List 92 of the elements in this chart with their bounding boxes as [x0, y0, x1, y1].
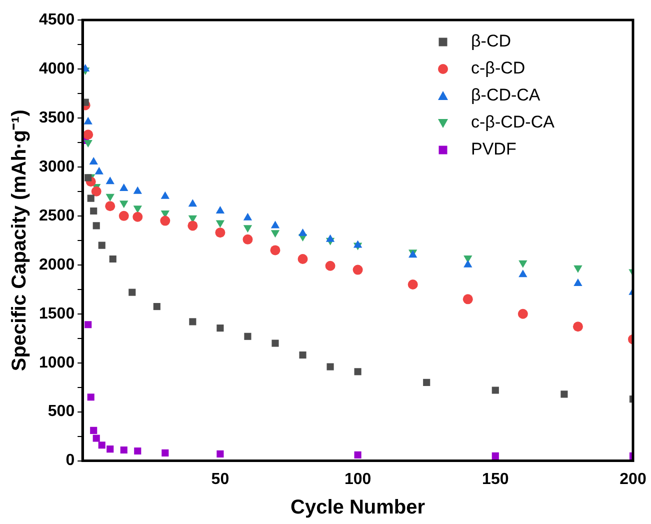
point — [92, 222, 100, 230]
y-tick-label: 1000 — [39, 354, 75, 372]
point — [354, 451, 362, 458]
point — [188, 199, 198, 207]
point — [134, 447, 142, 455]
point — [464, 260, 472, 268]
y-tick-label: 3500 — [39, 109, 75, 126]
point — [270, 220, 280, 228]
point — [83, 130, 94, 140]
y-tick-label: 3000 — [39, 158, 75, 176]
point — [84, 116, 92, 124]
point — [560, 390, 568, 398]
point — [270, 245, 280, 256]
point — [326, 363, 334, 370]
x-tick-label: 200 — [620, 470, 646, 488]
point — [492, 452, 499, 460]
y-axis-title: Specific Capacity (mAh·g⁻¹) — [8, 110, 31, 372]
legend-label: β-CD-CA — [471, 86, 541, 105]
point — [492, 386, 499, 394]
y-tick-label: 2500 — [39, 207, 75, 224]
point — [572, 322, 583, 332]
point — [518, 270, 528, 278]
point — [98, 442, 106, 449]
y-tick-label: 500 — [48, 403, 75, 420]
point — [98, 242, 106, 249]
point — [216, 450, 224, 458]
point — [84, 140, 92, 148]
legend-label: c-β-CD — [471, 58, 526, 78]
point — [92, 434, 100, 442]
point — [353, 240, 362, 248]
point — [242, 234, 253, 244]
y-tick-label: 4000 — [39, 60, 75, 78]
point — [128, 288, 136, 296]
point — [94, 166, 104, 174]
point — [162, 449, 169, 456]
point — [326, 234, 335, 242]
x-tick-label: 100 — [344, 470, 372, 488]
legend-label: β-CD — [471, 32, 511, 51]
point — [89, 157, 98, 165]
point — [106, 176, 114, 184]
point — [408, 279, 418, 290]
point — [106, 446, 114, 453]
y-tick-label: 0 — [66, 452, 75, 470]
point — [109, 255, 116, 263]
point — [120, 446, 128, 454]
point — [84, 321, 92, 328]
point — [87, 394, 94, 401]
legend-label: PVDF — [471, 140, 516, 159]
point — [106, 194, 114, 202]
point — [325, 260, 336, 271]
point — [91, 186, 102, 196]
point — [354, 368, 362, 376]
point — [272, 340, 279, 347]
point — [160, 216, 170, 226]
y-tick-label: 1500 — [39, 305, 75, 322]
point — [90, 426, 98, 434]
point — [518, 260, 528, 268]
point — [120, 200, 128, 208]
point — [153, 302, 160, 310]
point — [462, 294, 473, 304]
point — [298, 228, 308, 236]
point — [132, 212, 143, 222]
x-tick-label: 50 — [211, 470, 230, 488]
point — [299, 351, 306, 359]
point — [243, 225, 252, 233]
point — [244, 332, 252, 340]
point — [298, 254, 308, 264]
point — [574, 278, 582, 286]
point — [160, 191, 170, 199]
point — [574, 265, 582, 273]
point — [90, 207, 98, 215]
x-tick-label: 150 — [482, 470, 509, 488]
point — [84, 174, 92, 182]
point — [518, 308, 528, 319]
point — [105, 201, 116, 212]
legend-label: c-β-CD-CA — [471, 112, 556, 132]
point — [118, 210, 129, 221]
point — [87, 194, 94, 202]
point — [352, 264, 363, 275]
x-axis-title: Cycle Number — [290, 496, 426, 519]
y-tick-label: 4500 — [39, 11, 75, 28]
point — [270, 230, 280, 238]
point — [216, 220, 225, 228]
point — [188, 220, 198, 231]
point — [423, 378, 430, 386]
point — [215, 228, 226, 238]
point — [133, 186, 142, 194]
y-tick-label: 2000 — [39, 256, 75, 274]
point — [216, 324, 224, 332]
point — [189, 318, 196, 326]
point — [216, 206, 225, 214]
point — [243, 212, 252, 220]
